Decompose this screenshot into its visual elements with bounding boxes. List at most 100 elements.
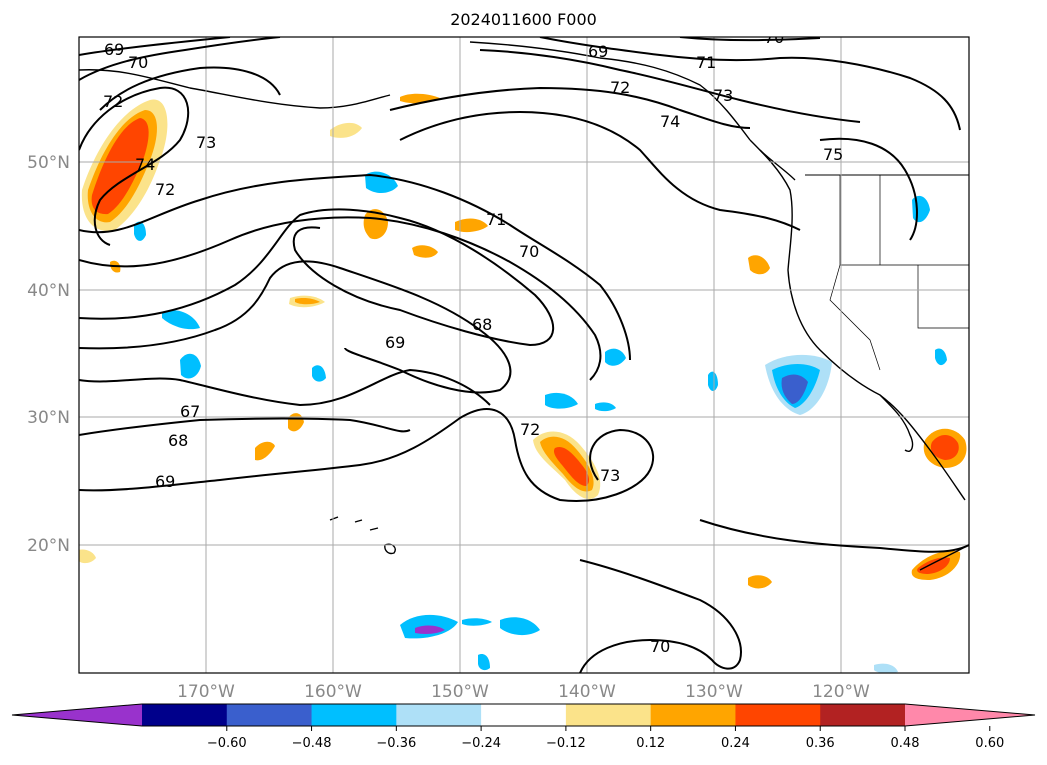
contour-label: 67	[180, 402, 200, 421]
contour-label: 74	[660, 112, 680, 131]
contour-label: 75	[823, 145, 843, 164]
contour-line	[399, 110, 801, 231]
anomaly-patch	[781, 374, 808, 404]
anomaly-patch	[79, 549, 96, 564]
colorbar-tick-label: −0.36	[376, 736, 416, 751]
colorbar-tick-label: −0.12	[546, 736, 586, 751]
colorbar-tick-label: 0.48	[891, 736, 920, 751]
contour-line	[79, 368, 491, 407]
contour-line	[699, 519, 969, 553]
colorbar-tick-label: −0.60	[207, 736, 247, 751]
contour-line	[479, 49, 861, 123]
alaska-south-coast	[469, 41, 751, 141]
colorbar-tick-label: −0.24	[461, 736, 501, 751]
contour-label: 69	[588, 42, 608, 61]
anomaly-patch	[595, 402, 616, 412]
coastlines	[79, 41, 969, 571]
contour-label: 70	[650, 637, 670, 656]
lat-label-50n: 50°N	[27, 153, 70, 173]
colorbar-bin	[735, 704, 821, 726]
contour-line	[79, 208, 555, 347]
contour-line	[99, 66, 281, 111]
anomaly-patch	[553, 446, 590, 486]
contour-line	[819, 137, 918, 241]
contour-line	[79, 260, 512, 394]
anomaly-patch	[255, 441, 275, 461]
anomaly-patch	[605, 348, 626, 366]
anomaly-patch	[462, 618, 492, 626]
contour-label: 70	[764, 28, 784, 47]
map-title: 2024011600 F000	[450, 10, 597, 29]
anomaly-patch	[91, 118, 149, 215]
lon-label-120w: 120°W	[812, 682, 870, 702]
lat-label-20n: 20°N	[27, 536, 70, 556]
map-frame	[78, 36, 970, 674]
contour-line	[79, 408, 655, 502]
map-area	[79, 37, 969, 673]
anomaly-patch	[917, 557, 950, 574]
west-coast-north-america	[749, 139, 966, 501]
anomaly-patch	[455, 218, 488, 233]
colorbar-outline	[11, 703, 1036, 727]
lon-label-170w: 170°W	[177, 682, 235, 702]
contour-label: 69	[155, 472, 175, 491]
contour-line	[79, 216, 602, 381]
colorbar-tick-label: 0.60	[975, 736, 1004, 751]
colorbar-bin	[650, 704, 736, 726]
contour-label: 68	[472, 315, 492, 334]
colorbar-tick-label: −0.48	[292, 736, 332, 751]
colorbar-bin	[820, 704, 906, 726]
colorbar-tick-label: 0.36	[806, 736, 835, 751]
contour-label: 72	[155, 180, 175, 199]
contour-label: 69	[385, 333, 405, 352]
colorbar-extend-high	[905, 704, 1035, 726]
lon-label-150w: 150°W	[431, 682, 489, 702]
anomaly-patch	[748, 575, 772, 589]
contour-label: 70	[519, 242, 539, 261]
anomaly-patch	[748, 255, 770, 275]
contour-label: 73	[196, 133, 216, 152]
contour-label: 71	[486, 210, 506, 229]
hawaii-islands	[329, 516, 396, 555]
contour-label: 72	[610, 78, 630, 97]
anomaly-patch	[162, 310, 200, 330]
colorbar-bin	[142, 704, 228, 726]
anomaly-patch	[545, 392, 578, 409]
anomaly-patch	[874, 663, 898, 673]
colorbar: −0.60 −0.48 −0.36 −0.24 −0.12 0.12 0.24 0.36 0.4…	[11, 703, 1036, 751]
contour-line	[539, 37, 961, 131]
lon-label-130w: 130°W	[685, 682, 743, 702]
lon-label-160w: 160°W	[304, 682, 362, 702]
baja-california	[879, 394, 914, 452]
lat-label-40n: 40°N	[27, 281, 70, 301]
graticule	[79, 37, 969, 673]
lat-label-30n: 30°N	[27, 408, 70, 428]
contour-line	[679, 37, 821, 42]
anomaly-patch	[415, 625, 445, 634]
contour-label: 73	[713, 86, 733, 105]
contour-line	[79, 37, 281, 81]
anomaly-patch	[930, 434, 959, 460]
contour-label: 68	[168, 431, 188, 450]
colorbar-bin	[481, 704, 567, 726]
anomaly-patch	[180, 353, 201, 379]
colorbar-tick-label: 0.12	[636, 736, 665, 751]
anomaly-patch	[312, 365, 326, 382]
contour-label: 69	[104, 40, 124, 59]
contour-label: 72	[520, 420, 540, 439]
contour-label: 73	[600, 466, 620, 485]
alaska-peninsula-coast	[79, 69, 391, 109]
anomaly-patch	[412, 245, 438, 258]
anomaly-patch	[363, 209, 388, 240]
contour-line	[79, 37, 231, 56]
anomaly-patch	[935, 348, 947, 366]
colorbar-bin	[226, 704, 313, 726]
contour-line	[79, 86, 190, 246]
anomaly-patch	[295, 298, 320, 305]
contour-line	[579, 559, 742, 673]
colorbar-bin	[396, 704, 482, 726]
contour-label: 74	[135, 155, 155, 174]
colorbar-extend-low	[12, 704, 142, 726]
contour-line	[79, 173, 631, 361]
